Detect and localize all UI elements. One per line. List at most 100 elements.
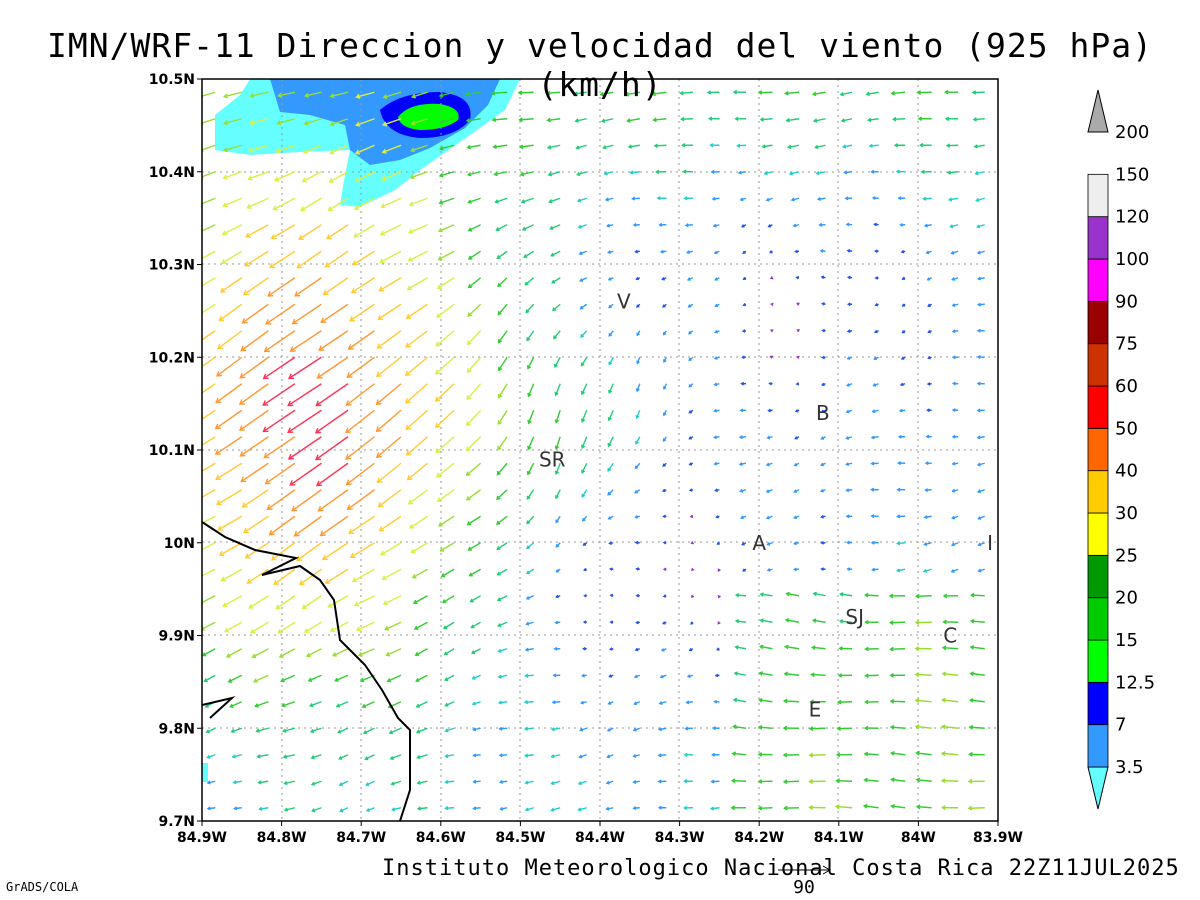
reference-vector: 90	[778, 865, 832, 898]
wind-vector	[219, 277, 243, 293]
wind-vector	[230, 727, 243, 734]
wind-vector	[444, 779, 455, 785]
wind-vector	[362, 727, 375, 735]
wind-vector	[582, 542, 588, 546]
wind-vector	[890, 777, 906, 783]
wind-vector	[277, 621, 296, 634]
wind-vector	[434, 383, 455, 402]
colorbar-swatch	[1087, 639, 1109, 683]
wind-vector	[608, 383, 614, 394]
lat-tick-label: 10.2N	[149, 350, 195, 366]
wind-vector	[217, 330, 243, 350]
wind-vector	[390, 780, 402, 786]
wind-vector	[738, 462, 747, 466]
wind-vector	[757, 90, 773, 95]
wind-vector	[581, 462, 588, 474]
wind-vector	[580, 356, 588, 367]
wind-vector	[581, 515, 588, 522]
wind-vector	[231, 754, 242, 759]
wind-vector	[233, 806, 242, 811]
wind-vector	[733, 671, 747, 676]
wind-vector	[868, 143, 879, 148]
wind-vector	[632, 754, 640, 758]
wind-vector	[742, 276, 747, 280]
wind-vector	[660, 648, 667, 652]
wind-vector	[975, 197, 985, 202]
wind-vector	[251, 648, 269, 659]
wind-vector	[940, 751, 959, 757]
wind-vector	[757, 724, 773, 730]
wind-vector	[820, 409, 826, 414]
wind-vector	[497, 700, 508, 705]
wind-vector	[242, 515, 269, 534]
wind-vector	[820, 514, 826, 519]
reference-vector-label: 90	[793, 877, 815, 898]
wind-vector	[741, 355, 746, 360]
wind-vector	[550, 807, 561, 812]
wind-vector	[714, 673, 720, 678]
wind-vector	[222, 91, 242, 99]
wind-vector	[710, 169, 720, 175]
wind-vector	[732, 724, 747, 730]
wind-vector	[353, 197, 375, 211]
wind-vector	[662, 383, 667, 391]
wind-vector	[661, 276, 667, 281]
wind-vector	[384, 621, 402, 631]
wind-vector	[350, 277, 375, 294]
wind-vector	[202, 409, 216, 420]
wind-vector	[951, 461, 959, 466]
wind-vector	[375, 356, 402, 378]
wind-vector	[377, 489, 402, 508]
wind-vector	[246, 568, 269, 584]
wind-vector	[202, 621, 216, 631]
lat-tick-label: 10.5N	[149, 72, 195, 88]
lon-tick-label: 84W	[901, 830, 936, 846]
wind-vector	[550, 754, 561, 759]
plot-area: V B SR A I SJ C E	[202, 79, 998, 821]
wind-vector	[256, 754, 269, 759]
wind-vector	[335, 701, 349, 708]
wind-vector	[518, 144, 534, 150]
wind-vector	[317, 489, 349, 512]
wind-vector	[917, 116, 932, 122]
wind-vector	[844, 196, 853, 201]
wind-vector	[951, 303, 959, 308]
wind-vector	[835, 778, 853, 784]
wind-vector	[816, 196, 826, 202]
wind-vector	[634, 515, 640, 519]
wind-vector	[900, 249, 906, 254]
wind-vector	[741, 542, 747, 546]
wind-vector	[863, 725, 879, 731]
wind-vector	[606, 754, 614, 759]
wind-vector	[739, 488, 747, 493]
wind-vector	[573, 91, 587, 96]
wind-vector	[940, 724, 959, 730]
wind-vector	[554, 356, 561, 369]
wind-vector	[355, 91, 375, 99]
wind-vector	[765, 462, 773, 467]
wind-vector	[471, 701, 481, 706]
colorbar-top-arrow	[1087, 89, 1109, 133]
wind-vector	[663, 356, 667, 364]
wind-vector	[763, 171, 773, 176]
wind-vector	[915, 804, 932, 810]
colorbar-label: 90	[1115, 291, 1138, 312]
wind-vector	[951, 381, 959, 386]
wind-vector	[784, 90, 800, 96]
wind-vector	[328, 171, 349, 183]
wind-vector	[635, 383, 641, 393]
wind-vector	[657, 779, 667, 784]
wind-vector	[316, 356, 349, 379]
wind-vector	[378, 277, 402, 292]
place-label: SR	[539, 447, 566, 471]
wind-vector	[684, 726, 693, 731]
wind-vector	[949, 224, 959, 229]
wind-vector	[758, 671, 773, 676]
wind-vector	[326, 224, 349, 240]
wind-vector	[711, 752, 720, 757]
wind-vector	[793, 541, 800, 546]
wind-vector	[408, 197, 428, 207]
wind-vector	[635, 436, 641, 445]
wind-vector	[375, 409, 402, 433]
wind-vector	[870, 169, 879, 174]
